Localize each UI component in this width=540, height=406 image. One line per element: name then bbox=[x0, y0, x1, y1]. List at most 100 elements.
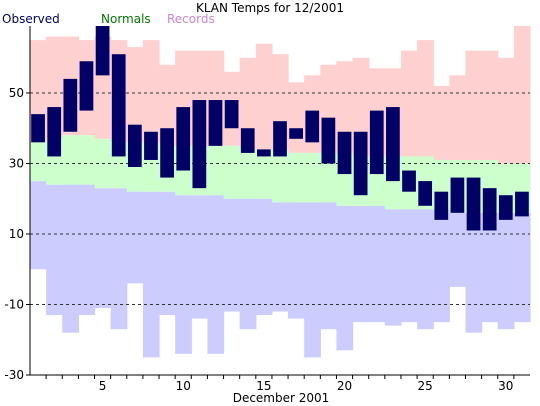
record-low-band bbox=[320, 202, 338, 330]
normal-band bbox=[223, 145, 241, 199]
normal-band bbox=[239, 149, 257, 199]
record-low-band bbox=[271, 202, 289, 312]
record-low-band bbox=[62, 184, 79, 333]
record-low-band bbox=[255, 198, 273, 316]
x-tick-labels: 5 10 15 20 25 30 bbox=[99, 379, 514, 393]
record-high-band bbox=[465, 50, 483, 160]
record-low-band bbox=[142, 191, 160, 358]
observed-bar bbox=[337, 131, 352, 175]
observed-bar bbox=[402, 170, 416, 192]
observed-bar bbox=[386, 107, 400, 182]
record-low-band bbox=[384, 209, 402, 326]
observed-bar bbox=[369, 110, 384, 175]
legend-observed: Observed bbox=[2, 12, 60, 26]
record-high-band bbox=[239, 57, 257, 150]
observed-bar bbox=[79, 61, 94, 111]
record-low-band bbox=[239, 198, 257, 330]
normal-band bbox=[271, 149, 289, 203]
normal-band bbox=[255, 149, 273, 199]
observed-bar bbox=[289, 128, 303, 139]
record-low-band bbox=[78, 184, 96, 316]
observed-bar bbox=[240, 128, 255, 153]
y-tick-label: -30 bbox=[4, 368, 24, 382]
record-low-band bbox=[497, 212, 515, 330]
x-tick-label: 10 bbox=[176, 379, 191, 393]
x-tick-label: 30 bbox=[498, 379, 513, 393]
record-high-band bbox=[159, 64, 176, 146]
record-low-band bbox=[449, 212, 467, 287]
normal-band bbox=[320, 152, 338, 203]
record-high-band bbox=[142, 40, 160, 143]
y-tick-label: 10 bbox=[9, 227, 24, 241]
record-low-band bbox=[481, 212, 499, 323]
observed-bar bbox=[144, 131, 158, 160]
observed-bar bbox=[305, 110, 320, 143]
y-tick-label: 30 bbox=[9, 156, 24, 170]
observed-bar bbox=[466, 177, 481, 231]
normal-band bbox=[78, 135, 96, 185]
record-high-band bbox=[433, 85, 450, 160]
observed-bar bbox=[418, 181, 433, 206]
observed-bar bbox=[111, 54, 126, 157]
record-low-band bbox=[126, 191, 144, 284]
record-low-band bbox=[30, 181, 47, 270]
normal-band bbox=[207, 145, 225, 196]
record-low-band bbox=[304, 202, 321, 358]
record-low-band bbox=[352, 205, 370, 323]
observed-bar bbox=[47, 107, 62, 157]
legend-records: Records bbox=[167, 12, 215, 26]
x-tick-label: 15 bbox=[256, 379, 271, 393]
record-low-band bbox=[191, 195, 209, 319]
chart-title: KLAN Temps for 12/2001 bbox=[196, 1, 344, 15]
y-tick-labels: 50 30 10 -10 -30 bbox=[4, 86, 24, 382]
observed-bar bbox=[498, 195, 513, 220]
observed-bar bbox=[273, 121, 287, 157]
axes bbox=[26, 26, 530, 379]
x-tick-label: 5 bbox=[99, 379, 107, 393]
observed-bar bbox=[224, 100, 239, 129]
observed-bar bbox=[176, 107, 191, 171]
observed-bar bbox=[434, 191, 449, 220]
record-low-band bbox=[46, 184, 63, 316]
normal-band bbox=[30, 142, 47, 182]
record-low-band bbox=[400, 209, 418, 323]
normal-band bbox=[288, 152, 305, 203]
record-high-band bbox=[497, 57, 515, 164]
observed-bar bbox=[31, 114, 45, 143]
record-low-band bbox=[94, 188, 112, 309]
record-low-band bbox=[417, 209, 434, 330]
record-low-band bbox=[336, 205, 354, 351]
record-low-band bbox=[513, 212, 531, 323]
record-high-band bbox=[255, 43, 273, 150]
record-low-band bbox=[159, 191, 176, 316]
y-tick-label: 50 bbox=[9, 86, 24, 100]
record-high-band bbox=[481, 50, 499, 160]
record-high-band bbox=[126, 47, 144, 143]
normal-band bbox=[304, 152, 321, 203]
record-low-band bbox=[207, 195, 225, 354]
observed-bar bbox=[257, 149, 271, 157]
observed-bar bbox=[208, 100, 223, 146]
observed-bar bbox=[450, 177, 465, 213]
observed-bar bbox=[63, 78, 78, 132]
record-low-band bbox=[368, 205, 386, 323]
record-high-band bbox=[417, 40, 434, 157]
observed-bar bbox=[482, 188, 497, 231]
record-low-band bbox=[433, 209, 450, 323]
low-bands bbox=[30, 181, 531, 358]
record-low-band bbox=[223, 198, 241, 312]
observed-bar bbox=[515, 191, 529, 217]
record-low-band bbox=[110, 188, 128, 330]
record-high-band bbox=[449, 75, 467, 160]
observed-bar bbox=[95, 26, 110, 76]
normal-band bbox=[62, 135, 79, 185]
record-low-band bbox=[288, 202, 305, 319]
y-tick-label: -10 bbox=[4, 297, 24, 311]
record-high-band bbox=[513, 26, 531, 164]
record-high-band bbox=[400, 50, 418, 157]
observed-bar bbox=[127, 124, 142, 168]
observed-bar bbox=[192, 100, 207, 189]
x-axis-label: December 2001 bbox=[233, 391, 330, 405]
observed-bar bbox=[321, 117, 336, 164]
record-low-band bbox=[175, 195, 192, 354]
